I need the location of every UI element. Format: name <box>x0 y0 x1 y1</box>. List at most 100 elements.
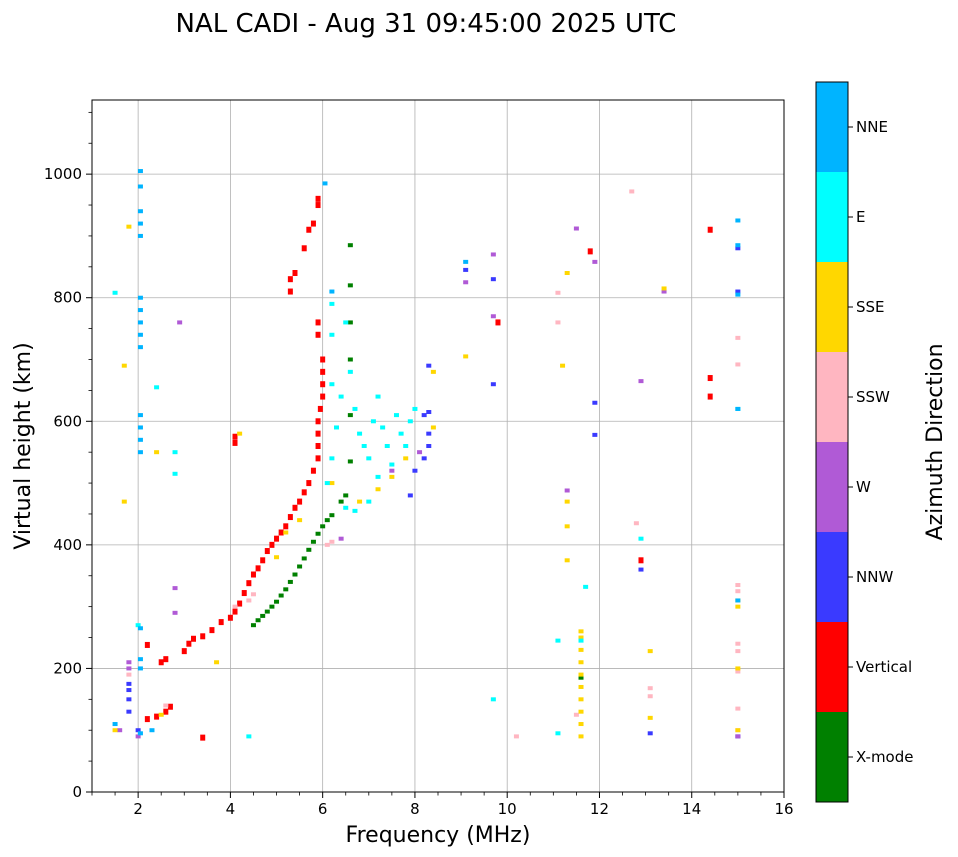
echo-point-x-mode <box>329 513 335 518</box>
echo-point-ssw <box>735 335 741 340</box>
echo-point-vertical <box>587 248 593 255</box>
echo-point-e <box>338 394 344 399</box>
x-tick-label: 16 <box>774 800 793 818</box>
echo-point-vertical <box>200 734 206 741</box>
echo-point-vertical <box>320 393 326 400</box>
echo-point-sse <box>735 604 741 609</box>
echo-point-vertical <box>301 489 307 496</box>
colorbar-segment-ssw <box>816 352 848 442</box>
echo-point-vertical <box>495 319 501 326</box>
echo-point-w <box>592 259 598 264</box>
colorbar-label: X-mode <box>856 748 913 766</box>
echo-point-sse <box>661 286 667 291</box>
echo-point-e <box>324 481 330 486</box>
echo-point-nne <box>137 221 143 226</box>
echo-point-e <box>352 406 358 411</box>
echo-point-vertical <box>287 514 293 521</box>
chart-title: NAL CADI - Aug 31 09:45:00 2025 UTC <box>176 9 677 39</box>
echo-point-e <box>370 419 376 424</box>
echo-point-nne <box>149 728 155 733</box>
echo-point-nne <box>322 181 328 186</box>
echo-point-nne <box>137 425 143 430</box>
echo-point-vertical <box>315 418 321 425</box>
echo-point-vertical <box>246 580 252 587</box>
echo-point-sse <box>389 474 395 479</box>
colorbar-label: NNW <box>856 568 893 586</box>
echo-point-sse <box>647 649 653 654</box>
plot-area: 2 4 6 8 10 12 14 16 0 200 400 600 800 1000 <box>44 99 794 818</box>
echo-point-ssw <box>735 583 741 588</box>
echo-point-sse <box>578 672 584 677</box>
echo-point-nnw <box>407 493 413 498</box>
echo-point-w <box>135 734 141 739</box>
echo-point-sse <box>578 660 584 665</box>
echo-point-x-mode <box>260 613 266 618</box>
echo-point-nnw <box>490 382 496 387</box>
echo-point-vertical <box>181 648 187 655</box>
echo-point-sse <box>357 499 363 504</box>
echo-point-w <box>126 660 132 665</box>
echo-point-nnw <box>426 410 432 415</box>
echo-point-nnw <box>426 363 432 368</box>
echo-point-x-mode <box>264 609 270 614</box>
colorbar: X-mode Vertical NNW W SSW SSE E NNE <box>815 81 913 803</box>
echo-point-e <box>578 638 584 643</box>
echo-point-e <box>361 444 367 448</box>
echo-point-vertical <box>237 600 243 607</box>
echo-point-vertical <box>167 703 173 710</box>
echo-point-e <box>398 431 404 436</box>
echo-point-vertical <box>232 433 238 440</box>
y-tick-label: 600 <box>53 412 82 430</box>
echo-point-ssw <box>735 649 741 654</box>
echo-point-w <box>463 280 469 285</box>
echo-point-e <box>490 697 496 702</box>
echo-point-nne <box>137 345 143 350</box>
echo-point-nne <box>137 437 143 442</box>
colorbar-segment-e <box>816 172 848 262</box>
echo-point-e <box>357 431 363 436</box>
echo-point-x-mode <box>347 413 353 418</box>
echo-point-x-mode <box>306 547 312 552</box>
echo-point-vertical <box>287 288 293 295</box>
colorbar-label: NNE <box>856 118 888 136</box>
echo-point-e <box>366 499 372 504</box>
echo-point-x-mode <box>578 675 584 680</box>
echo-point-ssw <box>555 320 561 325</box>
echo-point-w <box>172 610 178 615</box>
x-tick-label: 6 <box>318 800 328 818</box>
echo-point-sse <box>121 499 127 504</box>
echo-point-nne <box>735 406 741 411</box>
echo-point-w <box>417 450 423 455</box>
echo-point-nnw <box>735 289 741 294</box>
echo-point-w <box>564 488 570 493</box>
echo-point-vertical <box>306 226 312 233</box>
echo-point-ssw <box>633 521 639 526</box>
echo-point-ssw <box>163 703 169 708</box>
echo-point-x-mode <box>347 283 353 288</box>
colorbar-segment-nnw <box>816 532 848 622</box>
echo-point-sse <box>375 487 381 492</box>
echo-point-vertical <box>310 220 316 227</box>
echo-point-nnw <box>426 431 432 436</box>
echo-point-e <box>329 332 335 337</box>
echo-point-ssw <box>735 362 741 367</box>
echo-point-vertical <box>144 641 150 648</box>
echo-point-e <box>343 505 349 510</box>
echo-point-w <box>490 314 496 319</box>
echo-point-sse <box>578 709 584 714</box>
echo-point-x-mode <box>287 579 293 584</box>
echo-point-nne <box>735 218 741 223</box>
echo-point-e <box>375 474 381 479</box>
echo-point-w <box>638 379 644 384</box>
echo-point-sse <box>564 558 570 563</box>
echo-point-sse <box>126 224 132 229</box>
echo-point-sse <box>564 499 570 504</box>
echo-point-w <box>172 586 178 591</box>
colorbar-segments <box>816 82 848 802</box>
echo-point-sse <box>274 555 280 560</box>
echo-point-vertical <box>320 356 326 363</box>
echo-point-e <box>393 413 399 418</box>
echo-point-vertical <box>315 455 321 462</box>
echo-point-nnw <box>638 567 644 572</box>
echo-point-vertical <box>255 565 261 572</box>
